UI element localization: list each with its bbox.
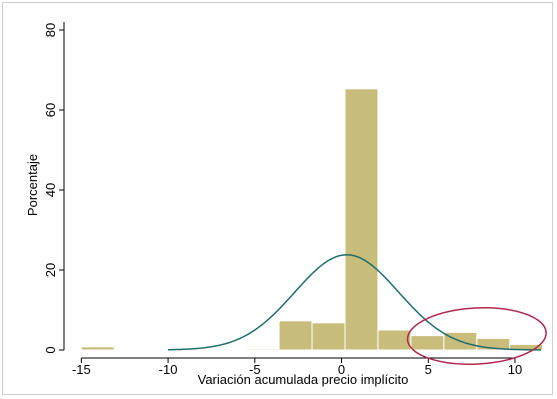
y-tick-label: 0 (43, 346, 58, 353)
x-tick-label: 10 (508, 362, 522, 377)
y-axis-title: Porcentaje (25, 154, 40, 216)
y-axis-ticks: 0 20 40 60 80 (43, 23, 64, 354)
histogram-bar (80, 346, 115, 351)
histogram-bar (410, 335, 445, 351)
x-tick-label: -5 (249, 362, 261, 377)
histogram-bar (278, 320, 313, 351)
histogram-bar (245, 348, 280, 351)
histogram-bar (344, 88, 379, 351)
y-tick-label: 20 (43, 263, 58, 277)
x-axis-ticks: -15 -10 -5 0 5 10 (72, 358, 522, 377)
histogram-bars (80, 88, 544, 351)
histogram-bar (311, 322, 346, 351)
normal-density-curve (168, 254, 542, 351)
x-tick-label: -15 (72, 362, 91, 377)
y-tick-label: 40 (43, 183, 58, 197)
x-tick-label: -10 (159, 362, 178, 377)
chart-frame (2, 2, 553, 395)
x-axis-title: Variación acumulada precio implícito (198, 372, 409, 387)
highlight-ellipse (406, 307, 547, 365)
histogram-bar (377, 329, 412, 351)
x-tick-label: 0 (338, 362, 345, 377)
x-tick-label: 5 (425, 362, 432, 377)
y-tick-label: 60 (43, 103, 58, 117)
y-tick-label: 80 (43, 23, 58, 37)
